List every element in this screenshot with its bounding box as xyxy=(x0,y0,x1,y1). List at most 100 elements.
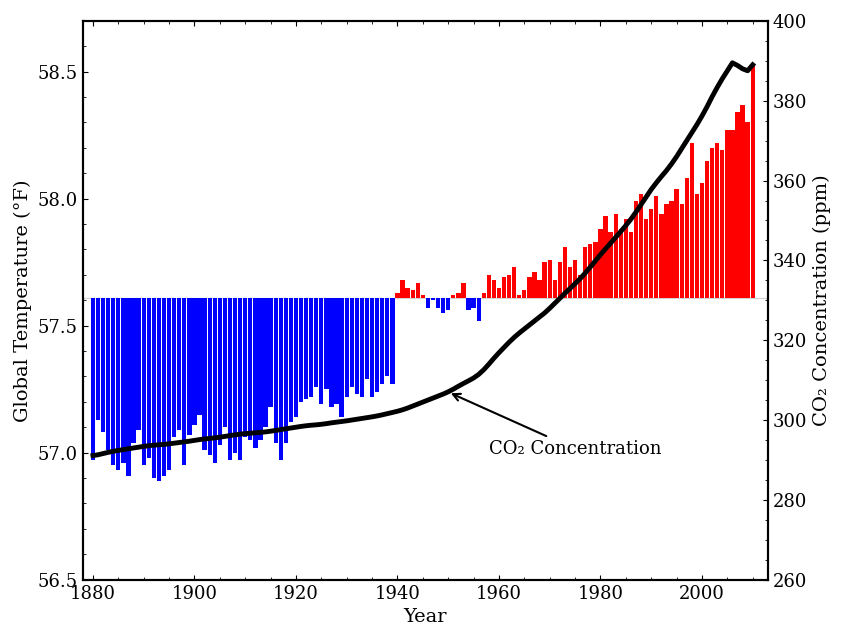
Bar xyxy=(562,247,566,298)
Bar xyxy=(456,292,460,298)
Bar xyxy=(653,196,657,298)
Bar xyxy=(628,232,632,298)
Bar xyxy=(284,298,288,442)
Bar xyxy=(152,298,156,478)
Bar xyxy=(552,280,556,298)
Bar xyxy=(689,143,693,298)
X-axis label: Year: Year xyxy=(403,608,446,626)
Bar xyxy=(137,298,141,430)
Bar xyxy=(724,130,728,298)
Bar xyxy=(547,260,551,298)
Bar xyxy=(734,113,738,298)
Bar xyxy=(517,295,521,298)
Bar xyxy=(572,260,576,298)
Bar xyxy=(441,298,445,313)
Bar xyxy=(344,298,349,397)
Bar xyxy=(436,298,440,308)
Bar xyxy=(187,298,192,435)
Bar xyxy=(309,298,313,397)
Bar xyxy=(587,244,592,298)
Bar xyxy=(537,280,541,298)
Bar xyxy=(147,298,151,458)
Bar xyxy=(511,268,516,298)
Bar xyxy=(395,292,399,298)
Bar xyxy=(663,204,668,298)
Bar xyxy=(360,298,364,397)
Bar xyxy=(294,298,298,417)
Bar xyxy=(177,298,181,430)
Bar xyxy=(481,292,485,298)
Bar xyxy=(684,179,688,298)
Bar xyxy=(233,298,237,452)
Bar xyxy=(203,298,207,450)
Bar xyxy=(218,298,222,445)
Bar xyxy=(223,298,227,428)
Bar xyxy=(121,298,126,463)
Bar xyxy=(142,298,146,465)
Bar xyxy=(618,229,622,298)
Bar xyxy=(729,130,733,298)
Bar xyxy=(638,194,642,298)
Bar xyxy=(425,298,430,308)
Bar xyxy=(132,298,136,442)
Bar xyxy=(349,298,354,387)
Bar xyxy=(400,280,404,298)
Bar xyxy=(405,287,409,298)
Bar xyxy=(90,298,95,460)
Bar xyxy=(116,298,121,470)
Bar xyxy=(213,298,217,463)
Bar xyxy=(415,282,419,298)
Bar xyxy=(197,298,202,415)
Bar xyxy=(334,298,338,404)
Bar xyxy=(182,298,187,465)
Bar xyxy=(486,275,490,298)
Bar xyxy=(172,298,176,438)
Bar xyxy=(749,64,754,298)
Bar xyxy=(430,298,435,300)
Bar xyxy=(385,298,389,376)
Bar xyxy=(613,214,617,298)
Bar xyxy=(679,204,683,298)
Bar xyxy=(633,201,637,298)
Bar xyxy=(314,298,318,387)
Bar xyxy=(192,298,197,425)
Bar xyxy=(248,298,252,440)
Bar xyxy=(339,298,344,417)
Bar xyxy=(542,262,546,298)
Bar xyxy=(491,280,495,298)
Bar xyxy=(157,298,161,481)
Bar xyxy=(162,298,166,476)
Bar xyxy=(567,268,571,298)
Bar xyxy=(304,298,308,399)
Bar xyxy=(623,219,627,298)
Bar xyxy=(648,209,652,298)
Bar xyxy=(674,189,678,298)
Text: CO₂ Concentration: CO₂ Concentration xyxy=(452,394,661,458)
Bar xyxy=(592,242,597,298)
Bar xyxy=(739,105,744,298)
Bar xyxy=(228,298,232,460)
Bar xyxy=(461,282,465,298)
Bar xyxy=(709,148,713,298)
Bar xyxy=(208,298,212,455)
Bar xyxy=(699,184,703,298)
Bar xyxy=(496,287,500,298)
Bar xyxy=(643,219,647,298)
Bar xyxy=(111,298,116,465)
Bar xyxy=(603,216,607,298)
Bar xyxy=(279,298,283,460)
Bar xyxy=(694,194,698,298)
Bar xyxy=(243,298,247,438)
Bar xyxy=(167,298,171,470)
Bar xyxy=(319,298,323,404)
Bar xyxy=(420,295,425,298)
Bar xyxy=(719,150,723,298)
Bar xyxy=(582,247,587,298)
Bar xyxy=(253,298,257,447)
Y-axis label: Global Temperature (°F): Global Temperature (°F) xyxy=(14,179,32,422)
Y-axis label: CO₂ Concentration (ppm): CO₂ Concentration (ppm) xyxy=(812,175,830,426)
Bar xyxy=(532,273,536,298)
Bar xyxy=(557,262,561,298)
Bar xyxy=(471,298,475,308)
Bar xyxy=(501,277,506,298)
